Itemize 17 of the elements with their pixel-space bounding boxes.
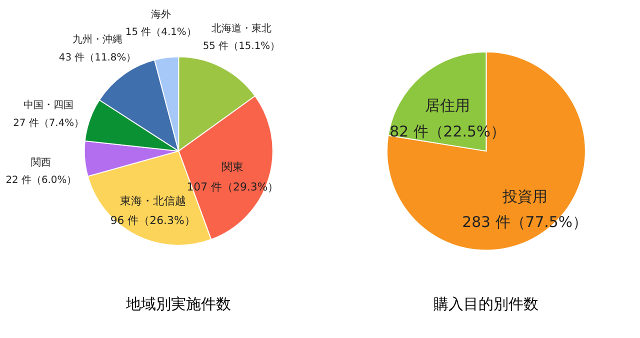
data-label: 15 件（4.1%） (125, 27, 196, 38)
slice-label: 関東 (222, 160, 244, 174)
data-label: 43 件（11.8%） (58, 52, 136, 64)
slice-label: 東海・北信越 (120, 194, 186, 208)
slice-label: 中国・四国 (24, 99, 74, 112)
pie-slice (386, 51, 586, 251)
slice-label: 北海道・東北 (211, 22, 272, 34)
slice-label: 海外 (150, 8, 171, 20)
slice-label: 九州・沖縄 (72, 33, 123, 46)
text: 購入目的別件数 (434, 294, 539, 313)
text: 地域別実施件数 (125, 294, 232, 313)
slice-label: 投資用 (501, 187, 548, 206)
data-label: 27 件（7.4%） (13, 118, 84, 129)
data-label: 22 件（6.0%） (6, 175, 77, 186)
data-label: 55 件（15.1%） (202, 41, 280, 52)
slice-label: 関西 (31, 157, 52, 168)
slice-label: 居住用 (425, 96, 470, 115)
